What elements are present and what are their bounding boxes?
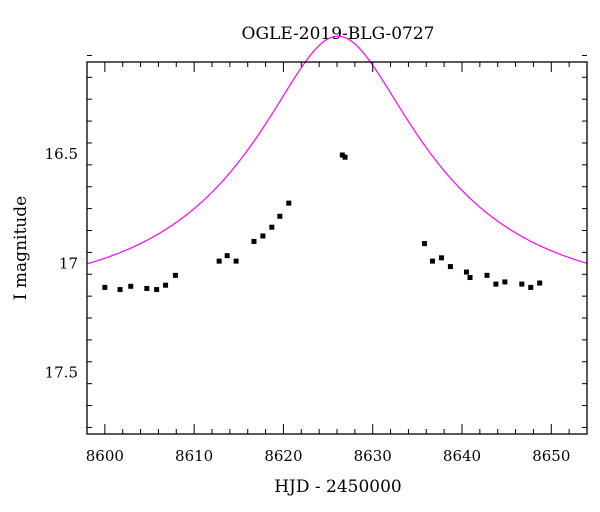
- data-point: [528, 284, 534, 290]
- data-point: [117, 287, 123, 293]
- data-point: [277, 213, 283, 219]
- data-point: [339, 152, 345, 158]
- data-point: [502, 279, 508, 285]
- data-point: [233, 258, 239, 264]
- data-point: [422, 241, 427, 247]
- data-point: [537, 280, 543, 286]
- x-tick-label: 8630: [354, 447, 392, 465]
- data-point: [154, 287, 160, 293]
- y-tick-label: 16.5: [45, 145, 78, 163]
- x-tick-label: 8640: [443, 447, 481, 465]
- plot-frame: [86, 61, 588, 435]
- model-curve: [86, 35, 588, 265]
- data-point: [260, 233, 266, 239]
- data-point: [144, 285, 150, 291]
- data-point: [224, 253, 230, 259]
- data-point: [447, 264, 453, 270]
- data-points-layer: [102, 152, 543, 293]
- x-tick-label: 8610: [175, 447, 213, 465]
- x-tick-label: 8650: [532, 447, 570, 465]
- data-point: [216, 258, 222, 264]
- data-point: [286, 200, 292, 206]
- data-point: [163, 282, 169, 288]
- y-tick-label: 17: [59, 254, 78, 272]
- data-point: [484, 272, 490, 278]
- y-tick-label: 17.5: [45, 364, 78, 382]
- data-point: [467, 275, 473, 281]
- data-point: [438, 255, 444, 261]
- data-point: [128, 283, 134, 289]
- ticks-layer: 8600 8610 8620 8630 8640 8650 16.5 17 17.5: [45, 54, 588, 465]
- data-point: [342, 154, 348, 160]
- data-point: [463, 269, 469, 275]
- data-point: [102, 284, 108, 290]
- y-axis-label: I magnitude: [11, 196, 31, 300]
- x-axis-label: HJD - 2450000: [274, 477, 402, 497]
- data-point: [519, 281, 525, 287]
- data-point: [493, 281, 499, 287]
- data-point: [172, 272, 178, 278]
- chart-title: OGLE-2019-BLG-0727: [242, 24, 435, 44]
- data-point: [269, 224, 275, 230]
- model-curve-layer: [86, 35, 588, 265]
- x-tick-label: 8620: [264, 447, 302, 465]
- data-point: [251, 238, 257, 244]
- data-point: [430, 258, 436, 264]
- x-tick-label: 8600: [86, 447, 124, 465]
